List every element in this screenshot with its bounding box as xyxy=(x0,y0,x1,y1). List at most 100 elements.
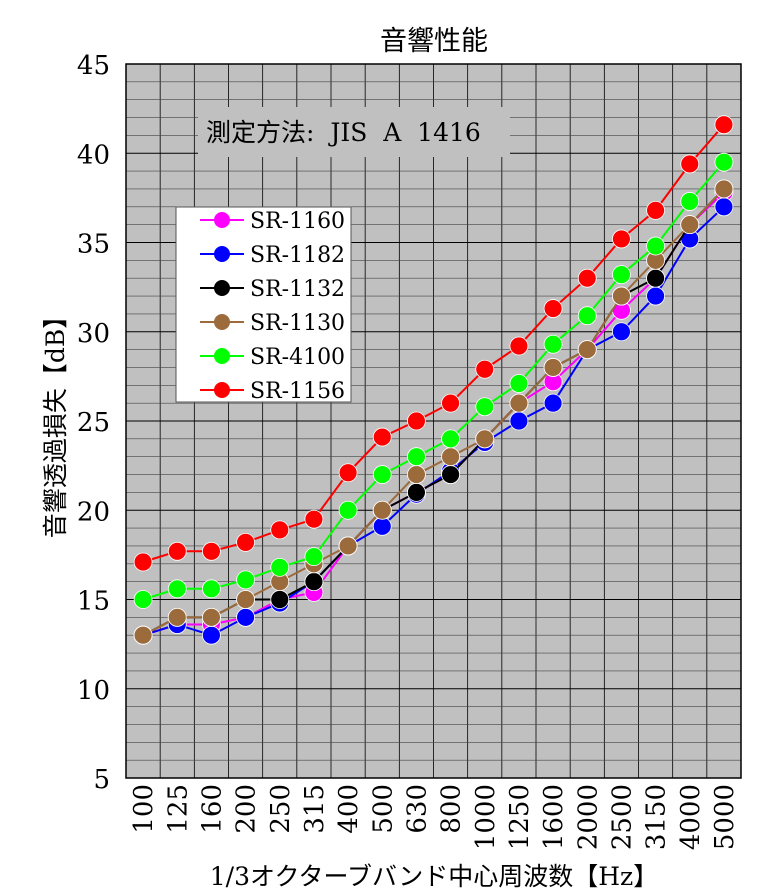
data-point xyxy=(543,299,563,318)
y-tick-label: 40 xyxy=(77,140,110,170)
legend: SR-1160 SR-1182 SR-1132 SR-1130 SR-4100 SR-11… xyxy=(175,206,352,404)
data-point xyxy=(407,411,426,431)
data-point xyxy=(441,465,460,484)
data-point xyxy=(509,336,529,356)
data-point xyxy=(646,200,665,220)
data-point xyxy=(441,393,460,413)
data-point xyxy=(338,463,358,483)
x-tick-label: 5000 xyxy=(710,784,740,850)
legend-box xyxy=(175,206,352,403)
data-point xyxy=(167,579,187,599)
y-tick-label: 45 xyxy=(77,51,110,81)
legend-label: SR-1182 xyxy=(250,243,345,268)
x-tick-label: 630 xyxy=(402,784,432,834)
data-point xyxy=(407,482,426,502)
data-point xyxy=(372,465,392,484)
data-point xyxy=(475,429,495,449)
x-tick-label: 2500 xyxy=(607,784,637,850)
data-point xyxy=(612,265,631,285)
y-tick-label: 25 xyxy=(77,408,110,438)
data-point xyxy=(372,427,392,447)
data-point xyxy=(577,340,597,360)
data-point xyxy=(270,520,290,540)
legend-items: SR-1160 SR-1182 SR-1132 SR-1130 SR-4100 SR-11… xyxy=(200,209,345,404)
data-point xyxy=(133,590,153,609)
y-tick-labels: 5 10 15 20 25 30 35 40 45 xyxy=(77,51,110,795)
legend-item: SR-4100 xyxy=(200,345,345,370)
x-tick-label: 4000 xyxy=(676,784,706,850)
legend-label: SR-1130 xyxy=(250,311,345,336)
y-tick-label: 35 xyxy=(77,230,110,260)
series-sr-1156 xyxy=(133,115,734,572)
x-tick-label: 200 xyxy=(232,784,262,834)
data-point xyxy=(338,536,358,556)
data-point xyxy=(236,590,255,609)
data-point xyxy=(612,229,631,249)
x-tick-label: 1600 xyxy=(539,784,569,850)
legend-item: SR-1182 xyxy=(200,243,345,268)
data-point xyxy=(714,197,734,217)
data-point xyxy=(714,115,734,135)
data-point xyxy=(167,541,187,561)
data-point xyxy=(475,359,495,379)
data-point xyxy=(270,557,290,577)
legend-label: SR-1156 xyxy=(250,379,345,404)
data-point xyxy=(133,625,153,645)
legend-item: SR-1160 xyxy=(200,209,345,234)
series-layer xyxy=(133,115,734,645)
legend-marker xyxy=(214,212,230,228)
x-tick-labels: 100 125 160 200 250 315 400 500 630 800 1000 1250 16… xyxy=(129,784,740,850)
data-point xyxy=(577,268,597,288)
data-point xyxy=(543,393,563,413)
x-tick-label: 125 xyxy=(163,784,193,834)
legend-marker xyxy=(214,280,230,296)
legend-marker xyxy=(214,246,230,262)
series-sr-4100 xyxy=(133,152,734,609)
data-point xyxy=(202,541,221,561)
plot-frame xyxy=(125,63,742,779)
legend-item: SR-1132 xyxy=(200,277,345,302)
x-tick-label: 315 xyxy=(300,784,330,834)
x-tick-label: 800 xyxy=(437,784,467,834)
y-tick-label: 5 xyxy=(93,765,110,795)
legend-marker xyxy=(214,382,230,398)
x-tick-label: 160 xyxy=(197,784,227,834)
data-point xyxy=(202,579,221,599)
method-annotation-box: 測定方法: JIS A 1416 xyxy=(198,107,510,157)
legend-label: SR-4100 xyxy=(250,345,345,370)
x-axis-label: 1/3オクターブバンド中心周波数【Hz】 xyxy=(210,862,658,891)
data-point xyxy=(441,429,460,449)
data-point xyxy=(646,286,665,306)
data-point xyxy=(338,500,358,520)
data-point xyxy=(680,154,700,174)
data-point xyxy=(646,236,665,256)
data-point xyxy=(543,358,563,377)
legend-item: SR-1130 xyxy=(200,311,345,336)
data-point xyxy=(680,192,700,211)
data-point xyxy=(407,447,426,467)
data-point xyxy=(543,334,563,354)
method-annotation: 測定方法: JIS A 1416 xyxy=(206,118,481,147)
y-tick-label: 10 xyxy=(77,676,110,706)
data-point xyxy=(509,411,529,431)
data-point xyxy=(612,286,631,306)
data-point xyxy=(680,215,700,235)
legend-marker xyxy=(214,348,230,364)
data-point xyxy=(577,306,597,326)
annotation-background xyxy=(198,107,510,157)
legend-label: SR-1132 xyxy=(250,277,345,302)
data-point xyxy=(441,447,460,467)
data-point xyxy=(236,532,255,552)
data-point xyxy=(270,590,290,609)
data-point xyxy=(475,397,495,417)
data-point xyxy=(407,465,426,484)
data-point xyxy=(714,179,734,199)
data-point xyxy=(304,572,324,592)
y-tick-label: 20 xyxy=(77,497,110,527)
data-point xyxy=(202,607,221,627)
data-point xyxy=(509,374,529,393)
data-point xyxy=(372,500,392,520)
x-tick-label: 3150 xyxy=(642,784,672,850)
legend-item: SR-1156 xyxy=(200,379,345,404)
